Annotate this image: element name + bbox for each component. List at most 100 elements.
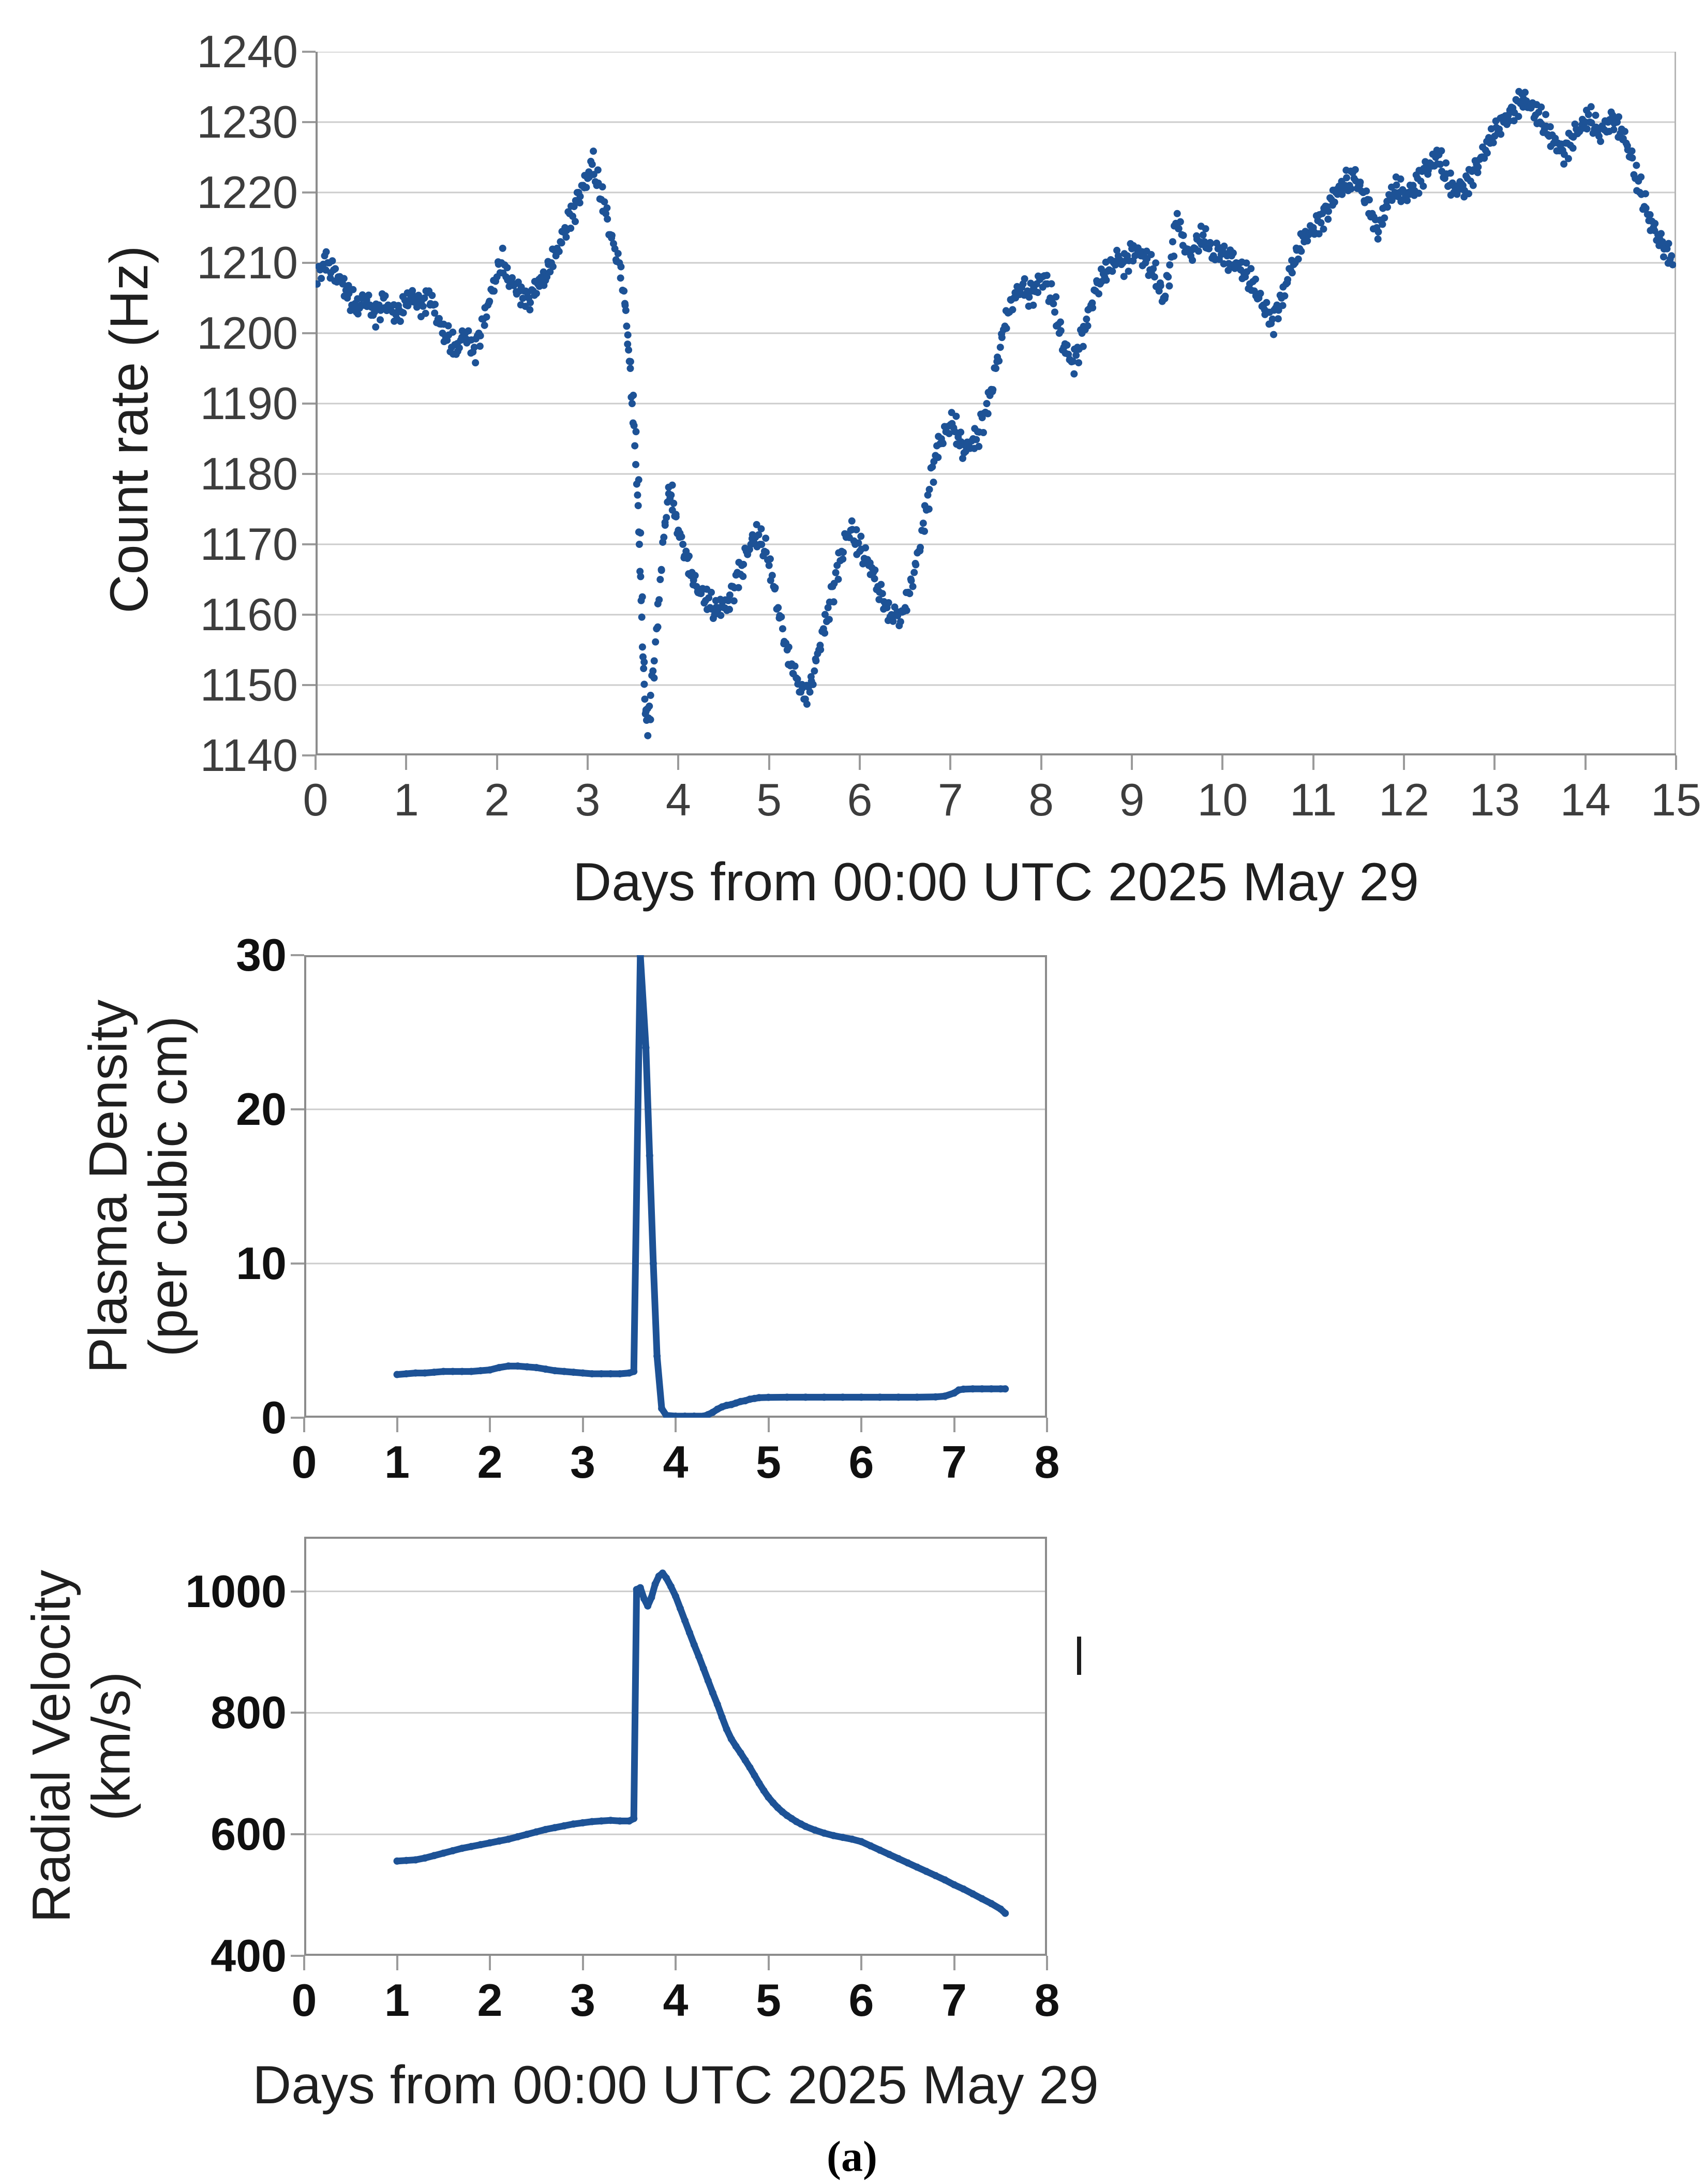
- count-rate-x-tick-label: 9: [1119, 774, 1145, 825]
- radial-velocity-x-tick: [303, 1956, 305, 1970]
- count-rate-x-axis-title: Days from 00:00 UTC 2025 May 29: [573, 852, 1419, 912]
- radial-velocity-y-tick-label: 800: [211, 1687, 287, 1739]
- plasma-density-y-tick-label: 20: [236, 1083, 287, 1135]
- count-rate-y-tick: [302, 543, 316, 545]
- plasma-density-x-tick-label: 2: [477, 1436, 503, 1488]
- count-rate-x-tick-label: 8: [1028, 774, 1054, 825]
- plasma-density-y-tick-label: 0: [261, 1392, 287, 1443]
- count-rate-x-tick-label: 2: [484, 774, 510, 825]
- count-rate-x-tick-label: 12: [1379, 774, 1429, 825]
- count-rate-x-tick-label: 10: [1197, 774, 1248, 825]
- plasma-density-x-tick-label: 3: [570, 1436, 595, 1488]
- plasma-density-x-tick-label: 6: [848, 1436, 874, 1488]
- radial-velocity-x-tick-label: 5: [756, 1974, 781, 2026]
- radial-velocity-x-tick: [860, 1956, 862, 1970]
- plasma-density-x-tick: [953, 1418, 955, 1432]
- plasma-density-x-tick-label: 5: [756, 1436, 781, 1488]
- count-rate-x-tick: [315, 755, 317, 770]
- stray-tick-mark: [1077, 1637, 1081, 1675]
- count-rate-x-tick: [1221, 755, 1224, 770]
- count-rate-x-tick-label: 11: [1289, 774, 1337, 825]
- plasma-density-x-tick: [489, 1418, 491, 1432]
- radial-velocity-y-tick: [291, 1712, 304, 1714]
- radial-velocity-x-tick-label: 6: [848, 1974, 874, 2026]
- count-rate-y-tick-label: 1200: [197, 307, 298, 359]
- count-rate-x-tick: [405, 755, 408, 770]
- count-rate-x-tick: [1403, 755, 1405, 770]
- plasma-density-x-tick: [675, 1418, 677, 1432]
- count-rate-y-tick-label: 1220: [197, 167, 298, 218]
- radial-velocity-x-tick-label: 0: [291, 1974, 317, 2026]
- plasma-density-x-tick-label: 8: [1034, 1436, 1060, 1488]
- count-rate-x-tick: [949, 755, 952, 770]
- count-rate-y-tick-label: 1180: [200, 448, 298, 499]
- count-rate-x-tick-label: 3: [575, 774, 601, 825]
- radial-velocity-y-tick: [291, 1833, 304, 1836]
- count-rate-x-tick: [1312, 755, 1314, 770]
- radial-velocity-x-tick-label: 1: [384, 1974, 410, 2026]
- count-rate-x-tick-label: 4: [665, 774, 691, 825]
- count-rate-x-tick-label: 6: [847, 774, 873, 825]
- count-rate-y-tick: [302, 51, 316, 53]
- plasma-density-x-tick-label: 7: [941, 1436, 967, 1488]
- count-rate-y-tick: [302, 191, 316, 194]
- radial-velocity-y-tick-label: 600: [211, 1808, 287, 1860]
- count-rate-y-tick-label: 1230: [197, 96, 298, 147]
- count-rate-y-tick: [302, 473, 316, 475]
- count-rate-y-tick: [302, 121, 316, 123]
- plasma-density-y-tick-label: 30: [236, 929, 287, 980]
- count-rate-y-tick-label: 1240: [197, 26, 298, 77]
- radial-velocity-x-tick: [953, 1956, 955, 1970]
- plasma-density-chart: [304, 955, 1047, 1418]
- radial-velocity-x-tick: [581, 1956, 584, 1970]
- count-rate-x-tick-label: 13: [1469, 774, 1520, 825]
- count-rate-y-axis-title: Count rate (Hz): [99, 245, 159, 614]
- radial-velocity-x-tick: [767, 1956, 770, 1970]
- radial-velocity-x-tick-label: 8: [1034, 1974, 1060, 2026]
- plasma-density-y-tick-label: 10: [236, 1238, 287, 1289]
- radial-velocity-plot-area: [304, 1537, 1047, 1956]
- plasma-density-y-tick: [291, 1417, 304, 1419]
- radial-velocity-x-tick-label: 2: [477, 1974, 503, 2026]
- plasma-density-plot-area: [304, 955, 1047, 1418]
- count-rate-x-tick: [859, 755, 861, 770]
- count-rate-x-tick: [768, 755, 770, 770]
- radial-velocity-x-tick-label: 7: [941, 1974, 967, 2026]
- plasma-density-x-tick: [767, 1418, 770, 1432]
- count-rate-y-tick: [302, 684, 316, 686]
- radial-velocity-y-tick: [291, 1590, 304, 1593]
- count-rate-x-tick: [1675, 755, 1677, 770]
- radial-velocity-x-tick-label: 4: [663, 1974, 689, 2026]
- radial-velocity-x-tick: [489, 1956, 491, 1970]
- plasma-density-x-tick-label: 1: [384, 1436, 410, 1488]
- radial-velocity-y-axis-title-line1: Radial Velocity: [21, 1569, 82, 1923]
- radial-velocity-x-tick: [675, 1956, 677, 1970]
- count-rate-x-tick-label: 7: [937, 774, 963, 825]
- radial-velocity-y-tick: [291, 1955, 304, 1957]
- radial-velocity-x-tick: [396, 1956, 398, 1970]
- plasma-density-x-tick-label: 0: [291, 1436, 317, 1488]
- count-rate-y-tick-label: 1160: [200, 589, 298, 640]
- count-rate-y-tick: [302, 754, 316, 756]
- count-rate-x-tick: [1040, 755, 1042, 770]
- count-rate-y-tick: [302, 332, 316, 334]
- count-rate-x-tick: [587, 755, 589, 770]
- count-rate-plot-area: [316, 52, 1676, 755]
- count-rate-x-tick: [496, 755, 498, 770]
- count-rate-x-tick: [677, 755, 680, 770]
- radial-velocity-x-axis-title: Days from 00:00 UTC 2025 May 29: [252, 2055, 1099, 2115]
- count-rate-y-tick: [302, 614, 316, 616]
- count-rate-x-tick: [1131, 755, 1133, 770]
- radial-velocity-x-tick: [1046, 1956, 1048, 1970]
- plasma-density-x-tick: [396, 1418, 398, 1432]
- count-rate-x-tick-label: 5: [756, 774, 782, 825]
- plasma-density-x-tick-label: 4: [663, 1436, 689, 1488]
- plasma-density-y-axis-title: Plasma Density (per cubic cm): [79, 1000, 199, 1373]
- count-rate-y-tick: [302, 262, 316, 264]
- radial-velocity-y-tick-label: 1000: [185, 1565, 287, 1617]
- count-rate-x-tick-label: 14: [1560, 774, 1611, 825]
- plasma-density-y-tick: [291, 1108, 304, 1110]
- count-rate-x-tick: [1584, 755, 1587, 770]
- count-rate-x-tick: [1493, 755, 1496, 770]
